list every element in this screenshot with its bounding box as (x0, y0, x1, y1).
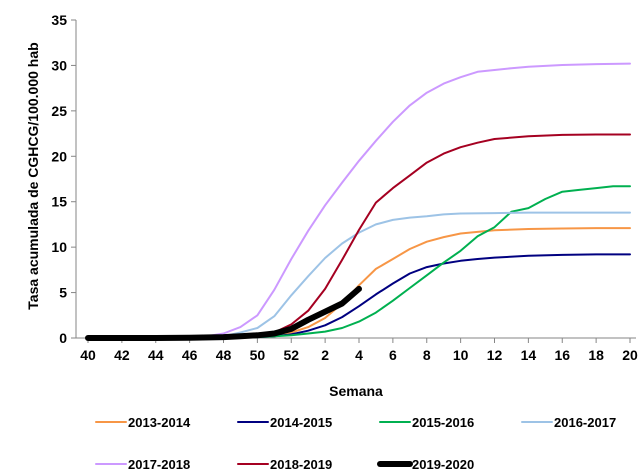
series-line-2014-2015 (87, 253, 631, 339)
x-tick-label: 10 (453, 347, 469, 363)
y-axis-title: Tasa acumulada de CGHCG/100.000 hab (25, 42, 41, 309)
y-tick-label: 5 (59, 285, 67, 301)
legend-label: 2016-2017 (554, 415, 616, 430)
x-tick-label: 46 (182, 347, 198, 363)
x-tick-label: 4 (355, 347, 363, 363)
legend-label: 2013-2014 (128, 415, 191, 430)
x-tick-label: 48 (216, 347, 232, 363)
series-line-2017-2018 (87, 62, 631, 339)
series-line-2015-2016 (87, 185, 631, 339)
x-tick-label: 42 (114, 347, 130, 363)
x-tick-label: 12 (487, 347, 503, 363)
legend-label: 2017-2018 (128, 457, 190, 472)
legend-label: 2014-2015 (270, 415, 332, 430)
series-line-2018-2019 (87, 133, 631, 339)
y-tick-label: 10 (51, 239, 67, 255)
x-tick-label: 8 (423, 347, 431, 363)
y-tick-label: 15 (51, 194, 67, 210)
x-tick-label: 18 (588, 347, 604, 363)
x-tick-label: 16 (554, 347, 570, 363)
series-lines (85, 62, 631, 341)
y-tick-label: 20 (51, 148, 67, 164)
series-line-2019-2020 (85, 285, 362, 341)
y-tick-label: 0 (59, 330, 67, 346)
y-tick-label: 25 (51, 103, 67, 119)
x-tick-label: 40 (80, 347, 96, 363)
y-axis-ticks: 0 5 10 15 20 25 30 35 (51, 12, 76, 346)
y-tick-label: 30 (51, 57, 67, 73)
legend-label: 2019-2020 (412, 457, 474, 472)
x-tick-label: 14 (521, 347, 537, 363)
x-tick-label: 2 (321, 347, 329, 363)
x-tick-label: 44 (148, 347, 164, 363)
legend-label: 2015-2016 (412, 415, 474, 430)
x-tick-label: 6 (389, 347, 397, 363)
x-tick-label: 50 (250, 347, 266, 363)
x-tick-label: 20 (622, 347, 638, 363)
x-axis-title: Semana (329, 383, 383, 399)
x-axis-ticks: 40 42 44 46 48 50 52 2 4 6 8 10 12 14 16 18 20 (80, 338, 638, 363)
x-tick-label: 52 (283, 347, 299, 363)
legend: 2013-2014 2014-2015 2015-2016 2016-2017 2017… (95, 415, 616, 472)
y-tick-label: 35 (51, 12, 67, 28)
legend-label: 2018-2019 (270, 457, 332, 472)
